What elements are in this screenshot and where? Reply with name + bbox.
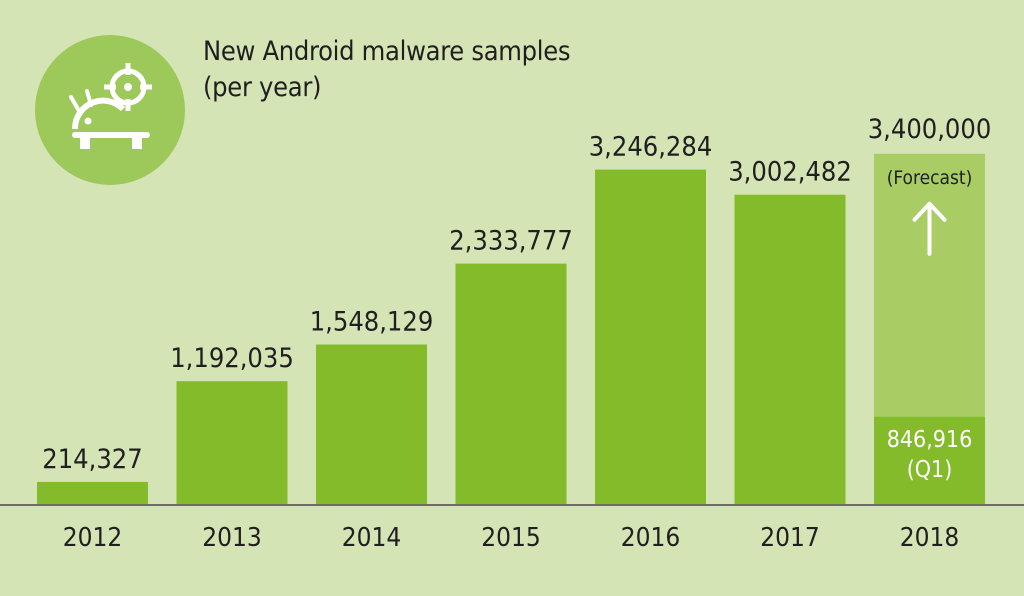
x-tick-label: 2016 bbox=[621, 523, 681, 553]
x-tick-label: 2017 bbox=[760, 523, 820, 553]
forecast-value-label: 3,400,000 bbox=[868, 114, 992, 145]
bar-2016 bbox=[595, 169, 706, 505]
bar-2017 bbox=[734, 194, 846, 504]
up-arrow-icon bbox=[912, 201, 947, 256]
bar-value-label: 1,548,129 bbox=[310, 307, 434, 338]
chart-title-line1: New Android malware samples bbox=[203, 36, 571, 67]
bar-value-label: 1,192,035 bbox=[170, 343, 294, 374]
bar-value-label: 846,916 bbox=[887, 427, 973, 453]
bar-value-label: 2,333,777 bbox=[449, 226, 573, 257]
x-tick-label: 2015 bbox=[481, 523, 541, 553]
bar-2015 bbox=[455, 263, 567, 504]
bar-value-label: 3,246,284 bbox=[589, 132, 713, 163]
bar-value-label: 3,002,482 bbox=[728, 157, 852, 188]
x-tick-label: 2012 bbox=[63, 523, 123, 553]
q1-note: (Q1) bbox=[907, 457, 953, 483]
x-tick-label: 2014 bbox=[342, 523, 402, 553]
chart-title-line2: (per year) bbox=[203, 72, 322, 103]
bar-2014 bbox=[316, 344, 427, 504]
bar-2013 bbox=[176, 381, 288, 504]
forecast-note: (Forecast) bbox=[887, 167, 973, 189]
x-tick-label: 2018 bbox=[900, 523, 960, 553]
android-target-icon bbox=[35, 35, 185, 185]
bar-value-label: 214,327 bbox=[42, 444, 142, 475]
bar-2012 bbox=[37, 481, 148, 504]
x-tick-label: 2013 bbox=[202, 523, 262, 553]
bar-2018-q1 bbox=[874, 416, 985, 504]
chart-title: New Android malware samples (per year) bbox=[203, 34, 571, 106]
